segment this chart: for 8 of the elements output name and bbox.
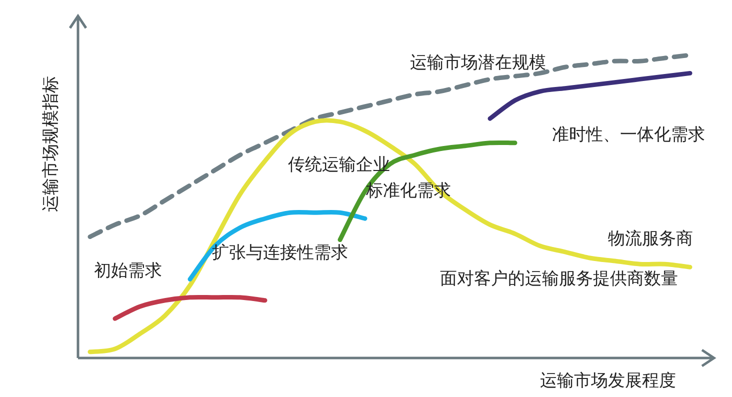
series-label: 初始需求 (94, 260, 162, 282)
text: 准时性、一体化需求 (552, 124, 705, 146)
x-axis-title: 运输市场发展程度 (540, 370, 676, 392)
series-label: 面对客户的运输服务提供商数量 (440, 268, 678, 290)
y-axis-title: 运输市场规模指标 (40, 76, 62, 212)
series-label: 运输市场潜在规模 (410, 52, 546, 74)
series-label: 扩张与连接性需求 (212, 242, 348, 264)
annotation: 物流服务商 (608, 228, 693, 250)
